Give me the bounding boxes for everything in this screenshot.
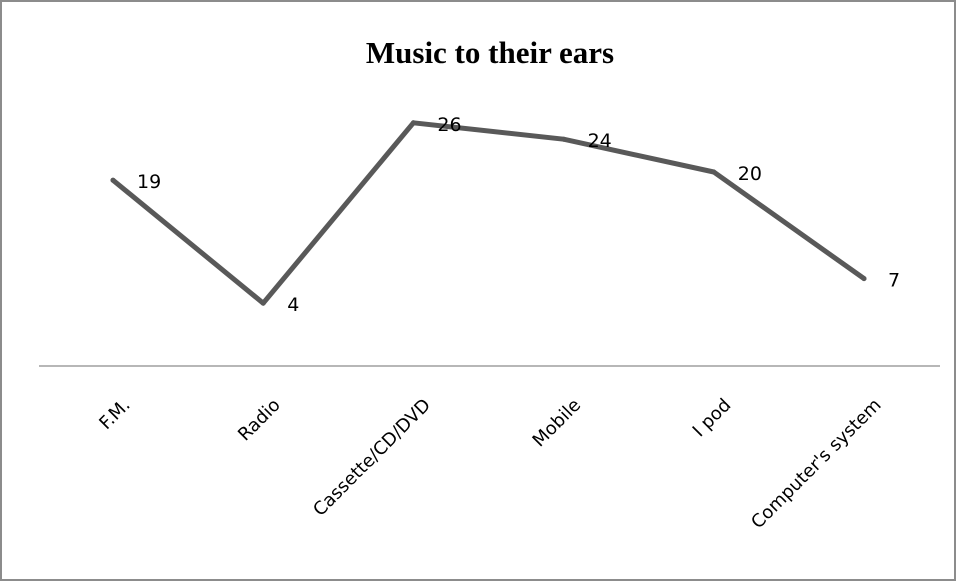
data-label: 24 <box>588 130 612 152</box>
chart-title: Music to their ears <box>366 35 614 70</box>
data-labels-layer: 19 4 26 24 20 7 <box>137 114 900 316</box>
x-tick-label: I pod <box>689 395 736 442</box>
series-line <box>110 120 867 306</box>
data-point <box>711 169 717 175</box>
data-point <box>260 300 266 306</box>
data-point <box>110 177 116 183</box>
data-label: 19 <box>137 171 161 193</box>
data-point <box>410 120 416 126</box>
data-point <box>861 276 867 282</box>
data-label: 26 <box>437 114 461 136</box>
data-label: 4 <box>287 294 299 316</box>
x-tick-label: F.M. <box>95 395 134 434</box>
data-label: 20 <box>738 163 762 185</box>
data-label: 7 <box>888 270 900 292</box>
series-layer <box>110 120 867 306</box>
x-tick-label: Cassette/CD/DVD <box>309 395 435 521</box>
data-point <box>561 136 567 142</box>
x-tick-label: Computer's system <box>747 395 885 533</box>
x-tick-label: Radio <box>234 395 285 446</box>
x-tick-label: Mobile <box>529 395 586 452</box>
x-tick-labels-layer: F.M. Radio Cassette/CD/DVD Mobile I pod Compu… <box>95 395 885 533</box>
